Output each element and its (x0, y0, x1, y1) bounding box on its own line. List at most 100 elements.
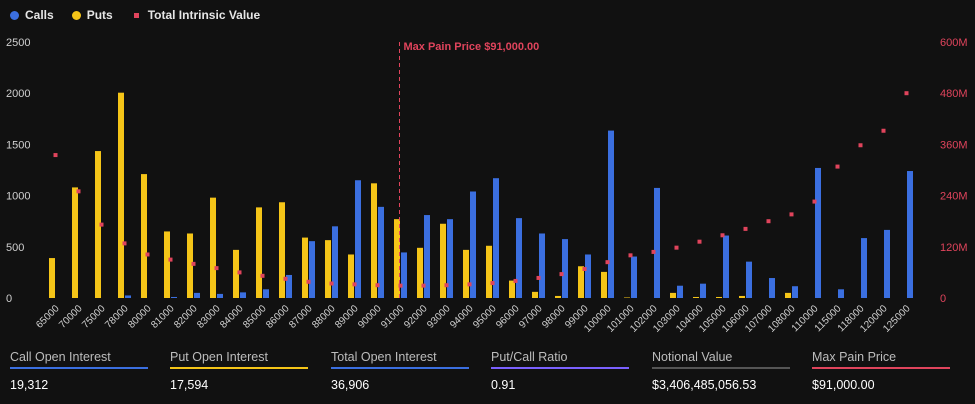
y-left-tick-label: 1500 (6, 139, 30, 151)
put-bar (693, 296, 699, 298)
x-tick-label: 82000 (172, 303, 200, 331)
intrinsic-value-point (789, 212, 794, 217)
legend-intrinsic[interactable]: Total Intrinsic Value (131, 8, 260, 22)
put-bar (302, 237, 308, 298)
intrinsic-value-point (490, 281, 495, 286)
x-tick-label: 80000 (126, 303, 154, 331)
call-bar (378, 206, 384, 298)
put-bar (279, 202, 285, 298)
intrinsic-value-point (283, 276, 288, 281)
chart-legend: Calls Puts Total Intrinsic Value (10, 8, 260, 22)
put-bar (440, 223, 446, 298)
stat-put-call-ratio: Put/Call Ratio 0.91 (481, 343, 629, 392)
x-tick-label: 92000 (402, 303, 430, 331)
x-tick-label: 96000 (494, 303, 522, 331)
x-tick-label: 81000 (149, 303, 177, 331)
legend-puts[interactable]: Puts (71, 8, 113, 22)
intrinsic-value-point (904, 91, 909, 96)
call-bar (424, 215, 430, 298)
intrinsic-value-point (812, 199, 817, 204)
intrinsic-value-point (835, 164, 840, 169)
x-tick-label: 83000 (195, 303, 223, 331)
y-left-tick-label: 500 (6, 242, 24, 254)
intrinsic-value-point (605, 260, 610, 265)
stat-underline (491, 367, 629, 369)
x-tick-label: 84000 (218, 303, 246, 331)
intrinsic-value-point (329, 281, 334, 286)
intrinsic-value-point (122, 241, 127, 246)
intrinsic-value-point (214, 266, 219, 271)
y-right-tick-label: 360M (940, 139, 968, 151)
legend-puts-label: Puts (86, 8, 113, 22)
intrinsic-value-point (306, 279, 311, 284)
put-bar (256, 207, 262, 298)
intrinsic-value-point (582, 266, 587, 271)
stat-underline (170, 367, 308, 369)
call-bar (493, 178, 499, 298)
intrinsic-value-point (881, 128, 886, 133)
y-right-tick-label: 240M (940, 191, 968, 203)
stat-value: $3,406,485,056.53 (652, 378, 757, 392)
intrinsic-value-point (766, 219, 771, 224)
x-tick-label: 75000 (80, 303, 108, 331)
stat-underline (812, 367, 950, 369)
stat-label: Notional Value (652, 350, 733, 364)
intrinsic-value-point (697, 239, 702, 244)
intrinsic-swatch (133, 12, 139, 18)
intrinsic-value-point (628, 253, 633, 258)
intrinsic-value-point (674, 245, 679, 250)
put-bar (118, 92, 124, 298)
put-bar (739, 295, 745, 298)
stat-value: 0.91 (491, 378, 516, 392)
stat-underline (331, 367, 469, 369)
x-tick-label: 85000 (241, 303, 269, 331)
x-tick-label: 88000 (310, 303, 338, 331)
stat-label: Total Open Interest (331, 350, 437, 364)
legend-calls[interactable]: Calls (10, 8, 54, 22)
call-bar (562, 239, 568, 298)
call-bar (608, 130, 614, 298)
intrinsic-value-point (559, 272, 564, 277)
call-bar (194, 292, 200, 298)
call-bar (792, 286, 798, 298)
x-tick-label: 86000 (264, 303, 292, 331)
intrinsic-value-point (743, 226, 748, 231)
put-bar (670, 292, 676, 298)
put-bar (785, 292, 791, 298)
summary-stats: Call Open Interest 19,312 Put Open Inter… (0, 343, 975, 404)
intrinsic-value-point (858, 143, 863, 148)
call-bar (585, 254, 591, 298)
x-tick-label: 90000 (356, 303, 384, 331)
intrinsic-value-point (260, 273, 265, 278)
intrinsic-value-point (375, 283, 380, 288)
put-bar (187, 233, 193, 298)
stat-label: Put Open Interest (170, 350, 268, 364)
call-bar (309, 241, 315, 298)
intrinsic-value-point (99, 222, 104, 227)
intrinsic-value-point (421, 283, 426, 288)
intrinsic-value-point (145, 252, 150, 257)
call-bar (240, 292, 246, 298)
stat-value: 19,312 (10, 378, 49, 392)
put-bar (417, 247, 423, 298)
put-bar (49, 258, 55, 298)
y-right-tick-label: 120M (940, 242, 968, 254)
call-bar (861, 238, 867, 298)
x-tick-label: 94000 (448, 303, 476, 331)
call-bar (263, 289, 269, 298)
put-bar (325, 240, 331, 298)
call-bar (355, 180, 361, 298)
put-bar (716, 296, 722, 298)
max-pain-label: Max Pain Price $91,000.00 (404, 41, 540, 53)
intrinsic-value-point (513, 278, 518, 283)
call-bar (700, 283, 706, 298)
put-bar (601, 271, 607, 298)
call-bar (171, 296, 177, 298)
put-bar (72, 187, 78, 298)
call-bar (723, 235, 729, 298)
put-bar (210, 197, 216, 298)
put-bar (233, 249, 239, 298)
put-bar (95, 151, 101, 298)
call-bar (217, 293, 223, 298)
stat-total-open-interest: Total Open Interest 36,906 (321, 343, 469, 392)
